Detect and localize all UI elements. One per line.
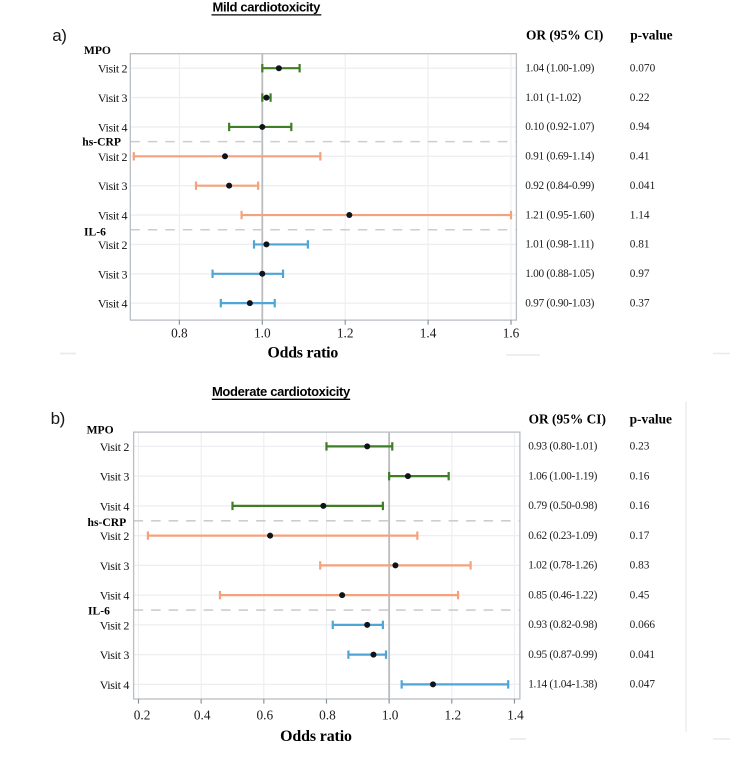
svg-text:Visit 2: Visit 2 [100,529,130,543]
svg-text:Visit 4: Visit 4 [98,209,128,223]
svg-text:Visit 3: Visit 3 [98,91,128,105]
svg-text:1.04 (1.00-1.09): 1.04 (1.00-1.09) [525,62,594,74]
svg-text:0.066: 0.066 [630,619,656,631]
svg-text:hs-CRP: hs-CRP [88,516,127,529]
svg-text:Visit 2: Visit 2 [98,238,128,252]
svg-text:0.16: 0.16 [630,470,650,482]
svg-text:Visit 2: Visit 2 [100,618,130,632]
svg-text:0.16: 0.16 [630,500,650,512]
svg-text:0.37: 0.37 [630,297,650,309]
svg-text:0.83: 0.83 [630,560,650,572]
svg-text:1.21 (0.95-1.60): 1.21 (0.95-1.60) [525,209,594,221]
svg-text:p-value: p-value [630,412,672,427]
svg-text:1.0: 1.0 [254,325,271,340]
svg-text:1.01 (0.98-1.11): 1.01 (0.98-1.11) [525,239,594,251]
svg-text:IL-6: IL-6 [88,604,110,617]
svg-text:0.17: 0.17 [630,530,650,542]
svg-text:Visit 2: Visit 2 [98,150,128,164]
svg-text:Visit 4: Visit 4 [98,120,128,134]
svg-text:Visit 4: Visit 4 [100,499,130,513]
svg-text:0.93 (0.82-0.98): 0.93 (0.82-0.98) [528,619,597,631]
svg-text:0.62 (0.23-1.09): 0.62 (0.23-1.09) [528,530,597,542]
svg-text:1.00 (0.88-1.05): 1.00 (0.88-1.05) [525,268,594,280]
svg-text:0.85 (0.46-1.22): 0.85 (0.46-1.22) [528,589,597,601]
svg-text:Visit 3: Visit 3 [100,648,130,662]
svg-text:1.4: 1.4 [420,325,437,340]
svg-text:p-value: p-value [630,27,672,42]
svg-text:0.79 (0.50-0.98): 0.79 (0.50-0.98) [528,500,597,512]
svg-text:OR (95% CI): OR (95% CI) [529,412,606,427]
svg-text:1.06 (1.00-1.19): 1.06 (1.00-1.19) [528,470,597,482]
svg-text:0.4: 0.4 [194,708,211,723]
svg-text:0.97 (0.90-1.03): 0.97 (0.90-1.03) [525,297,594,309]
svg-text:Visit 4: Visit 4 [100,589,130,603]
svg-text:MPO: MPO [84,44,111,57]
svg-text:0.93 (0.80-1.01): 0.93 (0.80-1.01) [528,441,597,453]
svg-text:0.23: 0.23 [630,441,650,453]
svg-text:1.0: 1.0 [382,708,399,723]
svg-text:hs-CRP: hs-CRP [82,135,121,148]
svg-text:b): b) [51,409,65,428]
svg-text:OR (95% CI): OR (95% CI) [526,27,603,42]
svg-text:0.41: 0.41 [630,151,650,163]
svg-text:0.6: 0.6 [257,708,274,723]
svg-text:Visit 3: Visit 3 [100,470,130,484]
svg-text:0.92 (0.84-0.99): 0.92 (0.84-0.99) [525,180,594,192]
svg-text:0.95 (0.87-0.99): 0.95 (0.87-0.99) [528,649,597,661]
svg-text:0.97: 0.97 [630,268,650,280]
svg-text:0.10 (0.92-1.07): 0.10 (0.92-1.07) [525,121,594,133]
svg-text:Visit 3: Visit 3 [100,559,130,573]
svg-text:0.070: 0.070 [630,62,656,74]
svg-text:Visit 4: Visit 4 [100,678,130,692]
svg-text:a): a) [52,26,66,45]
svg-text:Visit 2: Visit 2 [98,62,128,76]
svg-text:1.14: 1.14 [630,209,650,221]
svg-text:IL-6: IL-6 [84,225,106,238]
svg-text:Mild cardiotoxicity: Mild cardiotoxicity [213,0,322,15]
svg-text:0.047: 0.047 [630,679,656,691]
svg-text:1.6: 1.6 [503,325,520,340]
svg-text:0.041: 0.041 [630,180,655,192]
svg-text:0.94: 0.94 [630,121,650,133]
svg-text:1.02 (0.78-1.26): 1.02 (0.78-1.26) [528,560,597,572]
svg-text:0.8: 0.8 [171,325,188,340]
svg-text:0.041: 0.041 [630,649,655,661]
svg-text:Visit 2: Visit 2 [100,440,130,454]
svg-text:1.01 (1-1.02): 1.01 (1-1.02) [525,92,581,104]
svg-text:Moderate cardiotoxicity: Moderate cardiotoxicity [212,384,351,399]
svg-text:0.8: 0.8 [319,708,336,723]
svg-text:Visit 4: Visit 4 [98,297,128,311]
svg-text:1.2: 1.2 [337,325,354,340]
svg-text:MPO: MPO [87,424,114,437]
svg-text:0.91 (0.69-1.14): 0.91 (0.69-1.14) [525,151,594,163]
svg-text:1.4: 1.4 [507,708,524,723]
svg-text:1.14 (1.04-1.38): 1.14 (1.04-1.38) [528,679,597,691]
svg-text:Odds ratio: Odds ratio [280,728,352,745]
svg-text:0.81: 0.81 [630,239,650,251]
svg-text:Visit 3: Visit 3 [98,267,128,281]
svg-text:0.2: 0.2 [134,708,151,723]
svg-text:0.45: 0.45 [630,589,650,601]
svg-text:Odds ratio: Odds ratio [267,345,338,362]
svg-text:Visit 3: Visit 3 [98,179,128,193]
svg-text:0.22: 0.22 [630,92,650,104]
svg-text:1.2: 1.2 [444,708,461,723]
